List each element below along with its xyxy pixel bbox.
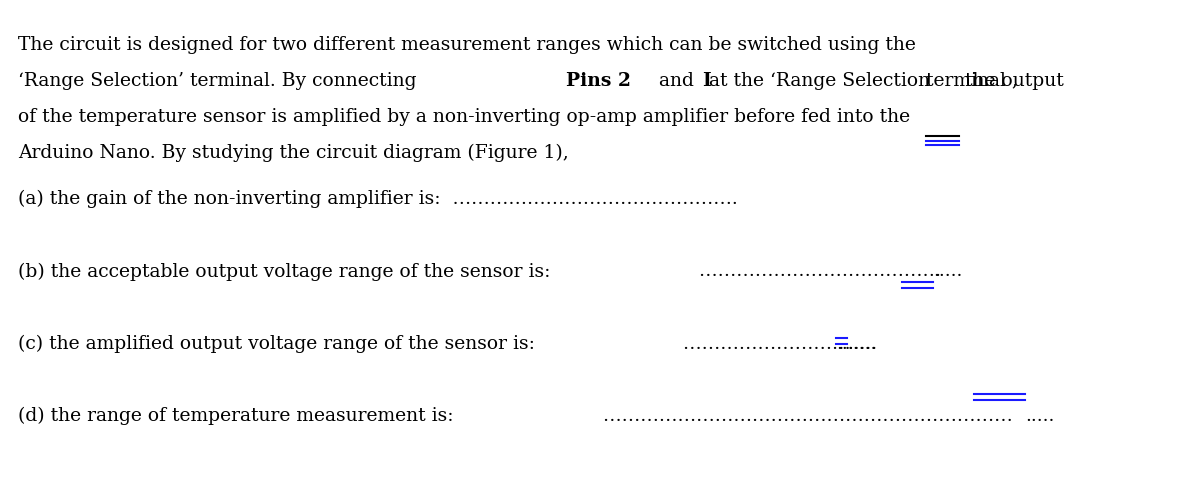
Text: Arduino Nano. By studying the circuit diagram (Figure 1),: Arduino Nano. By studying the circuit di… <box>18 144 569 163</box>
Text: I: I <box>702 72 712 90</box>
Text: (a) the gain of the non-inverting amplifier is:  ……………………………………….: (a) the gain of the non-inverting amplif… <box>18 190 738 208</box>
Text: ………………………: ……………………… <box>678 335 851 353</box>
Text: terminal ,: terminal , <box>926 72 1018 90</box>
Text: (c) the amplified output voltage range of the sensor is:: (c) the amplified output voltage range o… <box>18 335 535 353</box>
Text: (b) the acceptable output voltage range of the sensor is:: (b) the acceptable output voltage range … <box>18 262 551 281</box>
Text: .....: ..... <box>1025 407 1055 425</box>
Text: The circuit is designed for two different measurement ranges which can be switch: The circuit is designed for two differen… <box>18 35 917 54</box>
Text: …………………………………………………………: ………………………………………………………… <box>596 407 1013 425</box>
Text: .......: ....... <box>835 335 877 353</box>
Text: (d) the range of temperature measurement is:: (d) the range of temperature measurement… <box>18 407 454 425</box>
Text: the output: the output <box>959 72 1063 90</box>
Text: …………………………………: ………………………………… <box>692 262 941 280</box>
Text: .....: ..... <box>847 335 877 353</box>
Text: at the ‘Range Selection: at the ‘Range Selection <box>703 72 936 90</box>
Text: .....: ..... <box>934 262 962 280</box>
Text: of the temperature sensor is amplified by a non-inverting op-amp amplifier befor: of the temperature sensor is amplified b… <box>18 108 911 126</box>
Text: Pins 2: Pins 2 <box>566 72 631 90</box>
Text: ‘Range Selection’ terminal. By connecting: ‘Range Selection’ terminal. By connectin… <box>18 72 422 90</box>
Text: and: and <box>653 72 700 90</box>
